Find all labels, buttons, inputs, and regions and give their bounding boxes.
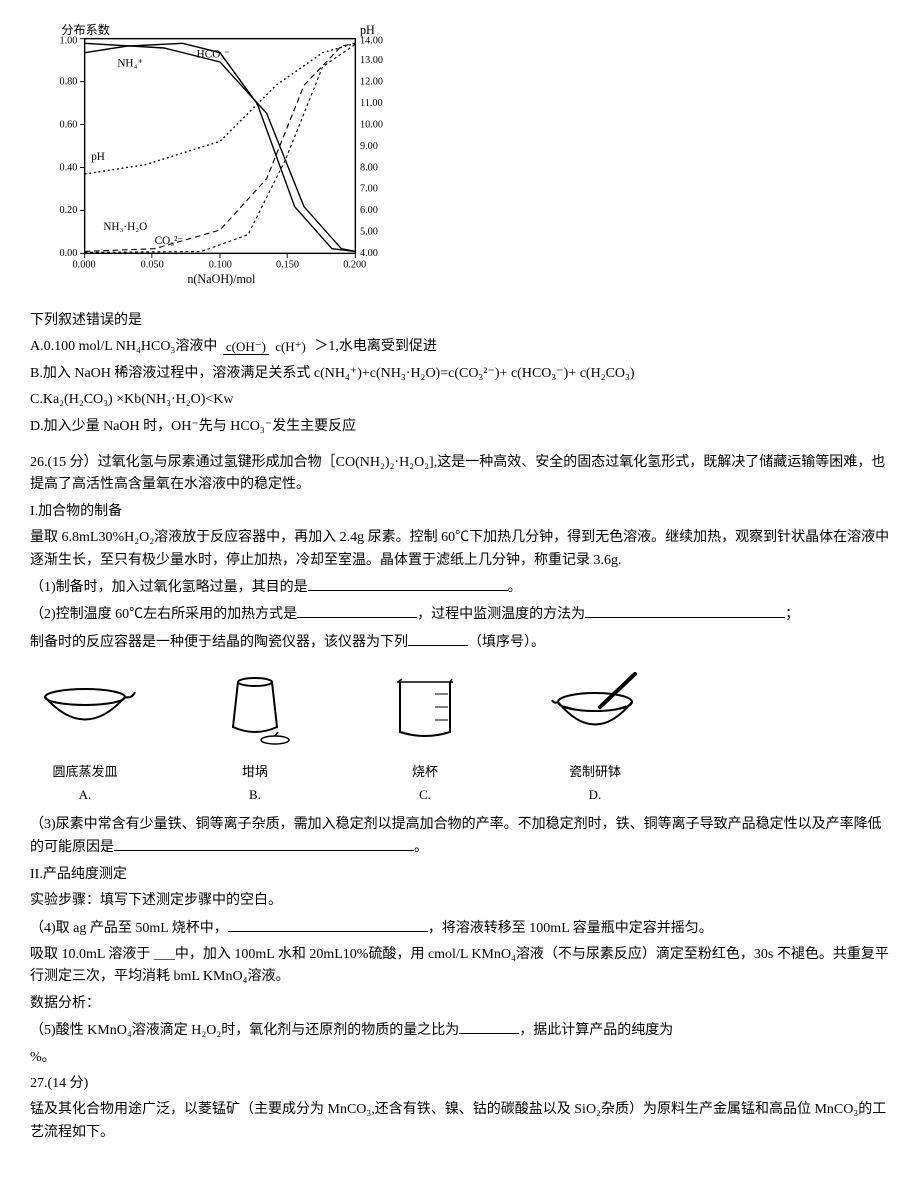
svg-text:pH: pH <box>91 151 105 163</box>
blank <box>297 603 417 618</box>
svg-text:6.00: 6.00 <box>360 205 378 216</box>
svg-text:1.00: 1.00 <box>59 35 77 46</box>
q26-para1: 量取 6.8mL30%H₂O₂溶液放于反应容器中，再加入 2.4g 尿素。控制 … <box>30 527 890 572</box>
svg-text:NH₄⁺: NH₄⁺ <box>117 58 143 70</box>
svg-text:0.00: 0.00 <box>59 248 77 259</box>
svg-text:0.050: 0.050 <box>141 259 164 270</box>
q25-option-d: D.加入少量 NaOH 时，OH⁻先与 HCO₃⁻发生主要反应 <box>30 416 890 438</box>
q26-sub3: （3)尿素中常含有少量铁、铜等离子杂质，需加入稳定剂以提高加合物的产率。不加稳定… <box>30 814 890 860</box>
q25-option-c: C.Ka₂(H₂CO₃) ×Kb(NH₃·H₂O)<Kw <box>30 389 890 411</box>
svg-text:0.40: 0.40 <box>59 162 77 173</box>
q26-data-label: 数据分析： <box>30 993 890 1015</box>
svg-text:0.60: 0.60 <box>59 119 77 130</box>
mortar-icon <box>540 662 650 752</box>
optA-post: ＞1,水电离受到促进 <box>314 339 437 354</box>
svg-text:0.20: 0.20 <box>59 205 77 216</box>
svg-text:0.100: 0.100 <box>209 259 232 270</box>
q27-header: 27.(14 分) <box>30 1073 890 1095</box>
svg-text:CO₃²⁻: CO₃²⁻ <box>155 235 184 247</box>
crucible-icon <box>200 662 310 752</box>
apparatus-A: 圆底蒸发皿 A. <box>30 662 140 806</box>
optA-pre: A.0.100 mol/L NH₄HCO₃溶液中 <box>30 339 221 354</box>
svg-text:NH₃·H₂O: NH₃·H₂O <box>103 221 147 233</box>
q25-stem: 下列叙述错误的是 <box>30 310 890 332</box>
svg-text:HCO₃⁻: HCO₃⁻ <box>197 48 231 60</box>
apparatus-C: 烧杯 C. <box>370 662 480 806</box>
blank <box>585 603 785 618</box>
fraction: c(OH⁻) c(H⁺) <box>223 340 309 354</box>
svg-text:5.00: 5.00 <box>360 227 378 238</box>
q26-sub5: （5)酸性 KMnO₄溶液滴定 H₂O₂时，氧化剂与还原剂的物质的量之比为，据此… <box>30 1019 890 1042</box>
q26-sub2b: 制备时的反应容器是一种便于结晶的陶瓷仪器，该仪器为下列（填序号）。 <box>30 631 890 654</box>
svg-text:11.00: 11.00 <box>360 98 383 109</box>
q26-part-I: I.加合物的制备 <box>30 501 890 523</box>
distribution-chart: 分布系数 pH 0.00 0.20 0.40 0.60 0.80 1.00 4.… <box>30 20 410 300</box>
svg-text:14.00: 14.00 <box>360 35 383 46</box>
svg-text:0.200: 0.200 <box>343 259 366 270</box>
apparatus-B: 坩埚 B. <box>200 662 310 806</box>
q27-para: 锰及其化合物用途广泛，以菱锰矿（主要成分为 MnCO₃,还含有铁、镍、钴的碳酸盐… <box>30 1099 890 1144</box>
q26-sub2: （2)控制温度 60℃左右所采用的加热方式是，过程中监测温度的方法为； <box>30 603 890 626</box>
blank <box>408 631 468 646</box>
svg-text:9.00: 9.00 <box>360 141 378 152</box>
q26-part-II: II.产品纯度测定 <box>30 864 890 886</box>
svg-text:0.000: 0.000 <box>73 259 96 270</box>
apparatus-options: 圆底蒸发皿 A. 坩埚 B. 烧杯 C. 瓷制 <box>30 662 890 806</box>
blank <box>114 836 414 851</box>
svg-text:8.00: 8.00 <box>360 162 378 173</box>
apparatus-D: 瓷制研钵 D. <box>540 662 650 806</box>
blank <box>228 917 428 932</box>
blank <box>459 1019 519 1034</box>
q26-II-step: 实验步骤：填写下述测定步骤中的空白。 <box>30 890 890 912</box>
svg-text:12.00: 12.00 <box>360 76 383 87</box>
svg-text:7.00: 7.00 <box>360 184 378 195</box>
q26-sub1: （1)制备时，加入过氧化氢略过量，其目的是。 <box>30 576 890 599</box>
q26-sub4: （4)取 ag 产品至 50mL 烧杯中，，将溶液转移至 100mL 容量瓶中定… <box>30 917 890 940</box>
svg-text:13.00: 13.00 <box>360 55 383 66</box>
x-axis-label: n(NaOH)/mol <box>187 272 256 286</box>
svg-text:10.00: 10.00 <box>360 119 383 130</box>
q26-sub4b: 吸取 10.0mL 溶液于 ___中，加入 100mL 水和 20mL10%硫酸… <box>30 944 890 989</box>
q25-option-b: B.加入 NaOH 稀溶液过程中，溶液满足关系式 c(NH₄⁺)+c(NH₃·H… <box>30 363 890 385</box>
svg-text:0.80: 0.80 <box>59 76 77 87</box>
q26-header: 26.(15 分）过氧化氢与尿素通过氢键形成加合物［CO(NH₂)₂·H₂O₂]… <box>30 452 890 497</box>
q25-option-a: A.0.100 mol/L NH₄HCO₃溶液中 c(OH⁻) c(H⁺) ＞1… <box>30 336 890 358</box>
q26-sub5-end: %。 <box>30 1047 890 1069</box>
svg-text:4.00: 4.00 <box>360 248 378 259</box>
blank <box>308 576 508 591</box>
evaporating-dish-icon <box>30 662 140 752</box>
svg-text:0.150: 0.150 <box>276 259 299 270</box>
beaker-icon <box>370 662 480 752</box>
